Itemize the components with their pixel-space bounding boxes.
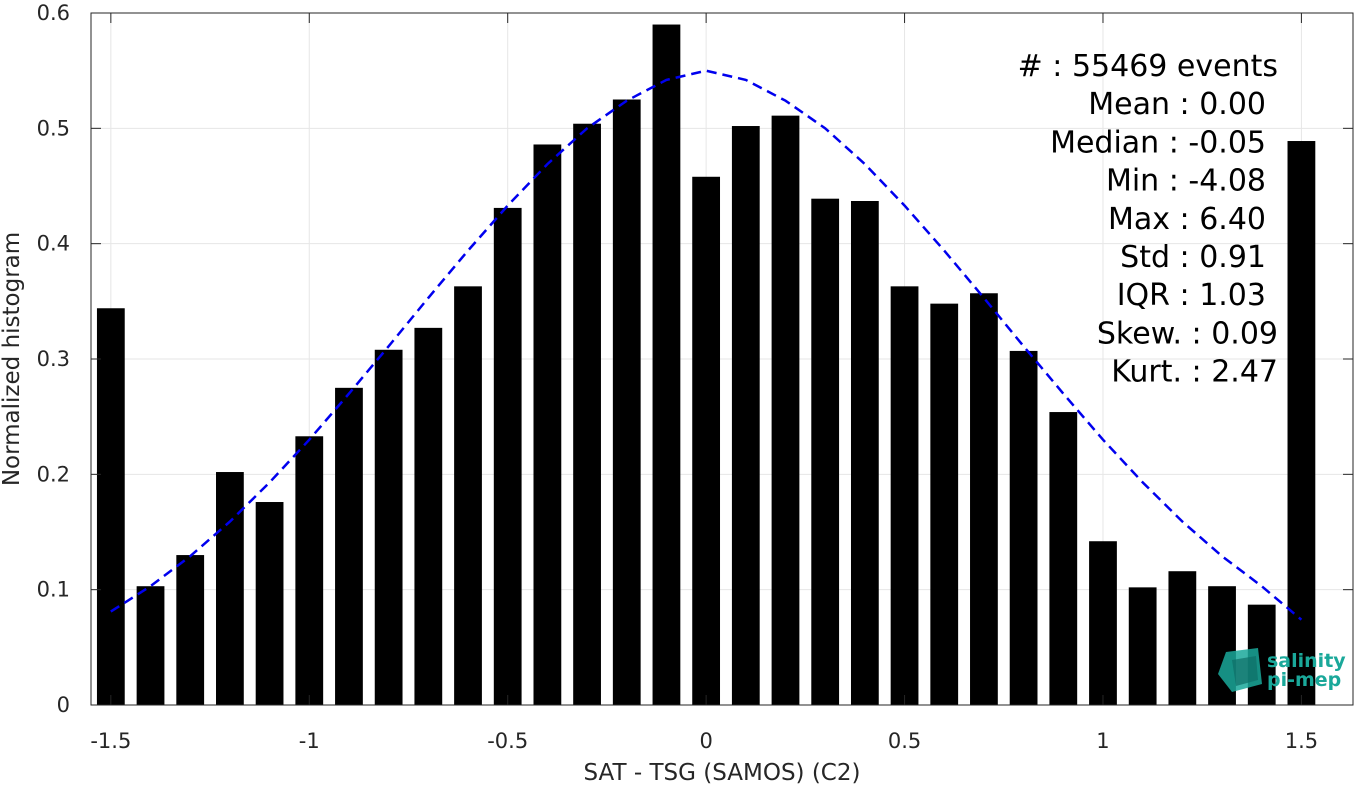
histogram-bar xyxy=(573,123,601,706)
histogram-bar xyxy=(136,586,165,705)
histogram-bar xyxy=(890,286,919,705)
stats-line: Min : -4.08 xyxy=(1106,164,1266,199)
histogram-bar xyxy=(1128,587,1157,705)
x-axis-label: SAT - TSG (SAMOS) (C2) xyxy=(584,760,861,785)
normal-fit-curve xyxy=(110,69,1303,621)
histogram-bar xyxy=(811,198,840,706)
logo-line-2: pi-mep xyxy=(1267,669,1341,691)
histogram-bar xyxy=(771,115,800,705)
histogram-bar xyxy=(1287,141,1316,705)
histogram-bar xyxy=(850,200,879,705)
y-tick-label: 0.3 xyxy=(37,347,70,371)
y-tick-label: 0.6 xyxy=(37,1,70,25)
logo-mark-shade xyxy=(1232,656,1258,686)
stats-line: IQR : 1.03 xyxy=(1117,278,1266,313)
x-tick-label: 1 xyxy=(1096,729,1109,753)
histogram-bar xyxy=(970,293,998,705)
histogram-bar xyxy=(1168,571,1197,705)
x-tick-label: 0.5 xyxy=(888,729,921,753)
stats-line: Mean : 0.00 xyxy=(1088,87,1266,122)
histogram-bar xyxy=(930,303,959,705)
histogram-bar xyxy=(692,176,721,706)
histogram-bars xyxy=(96,24,1316,706)
histogram-bar xyxy=(533,144,562,706)
x-tick-label: 0 xyxy=(699,729,712,753)
histogram-bar xyxy=(652,24,681,706)
y-tick-label: 0.4 xyxy=(37,232,70,256)
x-axis-ticks: -1.5 -1 -0.5 0 0.5 1 1.5 xyxy=(90,13,1318,753)
histogram-bar xyxy=(335,387,363,705)
histogram-bar xyxy=(255,502,284,705)
y-axis-label: Normalized histogram xyxy=(0,232,25,486)
stats-line: # : 55469 events xyxy=(1018,49,1278,84)
histogram-bar xyxy=(493,207,522,705)
stats-line: Max : 6.40 xyxy=(1108,202,1266,237)
y-tick-label: 0.2 xyxy=(37,462,70,486)
histogram-bar xyxy=(374,349,403,705)
histogram-bar xyxy=(295,436,324,705)
histogram-bar xyxy=(1009,350,1038,705)
histogram-bar xyxy=(96,308,125,705)
x-tick-label: -1.5 xyxy=(90,729,131,753)
x-tick-label: -1 xyxy=(299,729,320,753)
histogram-bar xyxy=(612,99,641,705)
histogram-bar xyxy=(454,286,482,705)
stats-line: Std : 0.91 xyxy=(1120,240,1266,275)
histogram-bar xyxy=(1049,412,1078,705)
histogram-bar xyxy=(1089,541,1117,705)
histogram-bar xyxy=(731,126,760,705)
histogram-bar xyxy=(414,327,443,705)
x-tick-label: -0.5 xyxy=(487,729,528,753)
stats-line: Median : -0.05 xyxy=(1050,125,1266,160)
histogram-bar xyxy=(216,472,244,705)
x-tick-label: 1.5 xyxy=(1285,729,1318,753)
histogram-bar xyxy=(176,555,205,705)
salinity-logo: salinity pi-mep xyxy=(1218,648,1346,692)
logo-line-1: salinity xyxy=(1267,650,1346,672)
y-axis-ticks: 0 0.1 0.2 0.3 0.4 0.5 0.6 xyxy=(37,1,1353,717)
stats-line: Kurt. : 2.47 xyxy=(1111,355,1278,390)
y-tick-label: 0.5 xyxy=(37,116,70,140)
y-tick-label: 0.1 xyxy=(37,578,70,602)
stats-line: Skew. : 0.09 xyxy=(1097,316,1278,351)
y-tick-label: 0 xyxy=(57,693,70,717)
